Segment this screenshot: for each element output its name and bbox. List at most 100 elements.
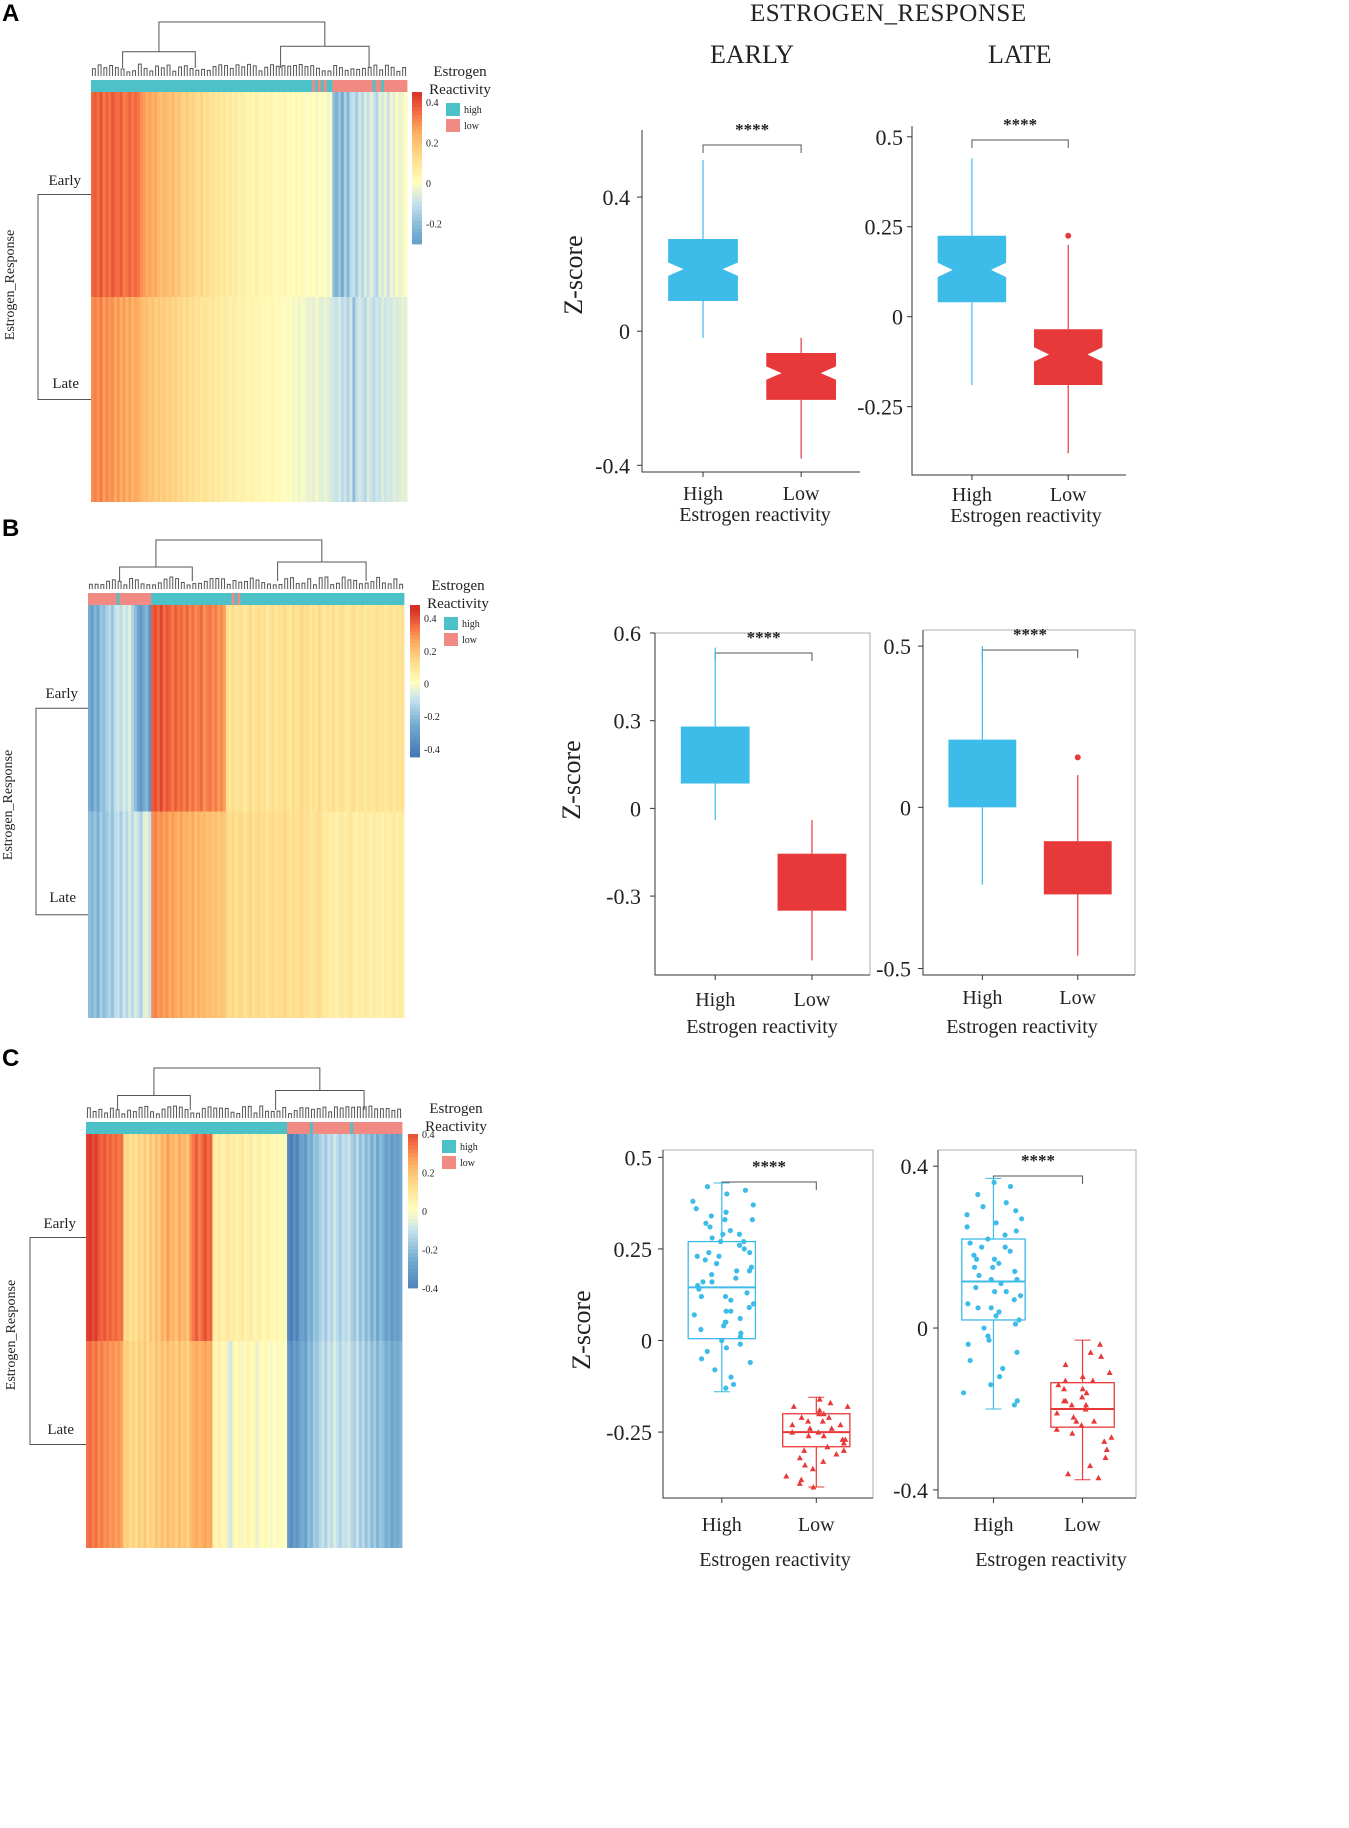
- dendrogram-root: [155, 539, 323, 567]
- annotation-cell: [386, 593, 391, 605]
- annotation-cell: [125, 593, 129, 605]
- heat-cell-late: [162, 297, 167, 502]
- heat-cell-early: [338, 92, 342, 297]
- colorbar-tick-label: 0.2: [422, 1169, 435, 1180]
- heat-cell-early: [315, 1134, 320, 1341]
- dendrogram-branch: [304, 66, 309, 76]
- annotation-cell: [169, 1122, 173, 1134]
- annotation-cell: [271, 80, 276, 92]
- axis-lines: [922, 630, 1135, 976]
- heat-cell-early: [211, 92, 215, 297]
- heat-cell-late: [269, 297, 273, 502]
- annotation-cell: [372, 593, 376, 605]
- annotation-cell: [366, 593, 370, 605]
- heat-cell-late: [324, 1341, 328, 1548]
- annotation-cell: [381, 593, 385, 605]
- heat-cell-late: [185, 297, 190, 502]
- annotation-cell: [96, 593, 100, 605]
- annotation-cell: [395, 80, 399, 92]
- colorbar-tick-label: 0.4: [426, 98, 439, 109]
- heat-cell-early: [177, 1134, 182, 1341]
- annotation-cell: [257, 593, 261, 605]
- annotation-cell: [287, 1122, 291, 1134]
- heat-cell-late: [117, 1341, 121, 1548]
- annotation-cell: [194, 80, 198, 92]
- heat-cell-late: [379, 1341, 383, 1548]
- heat-cell-early: [137, 1134, 141, 1341]
- heat-cell-late: [157, 297, 161, 502]
- heat-cell-late: [86, 1341, 90, 1548]
- dendrogram-root: [158, 21, 326, 52]
- annotation-cell: [235, 1122, 239, 1134]
- heat-cell-late: [88, 1341, 93, 1548]
- annotation-cell: [269, 80, 273, 92]
- colorbar-step: [412, 168, 422, 173]
- annotation-cell: [355, 80, 359, 92]
- heat-cell-early: [110, 605, 115, 812]
- jitter-point-high: [730, 1381, 737, 1388]
- jitter-point-high: [967, 1357, 973, 1364]
- jitter-point-low: [1102, 1454, 1109, 1461]
- annotation-cell: [154, 593, 158, 605]
- annotation-cell: [105, 80, 109, 92]
- jitter-point-high: [975, 1191, 981, 1198]
- heat-cell-early: [246, 1134, 251, 1341]
- annotation-cell: [226, 1122, 231, 1134]
- heat-cell-late: [211, 297, 215, 502]
- heat-cell-late: [108, 297, 112, 502]
- heat-cell-late: [274, 811, 278, 1018]
- heat-cell-early: [289, 605, 293, 812]
- heat-cell-early: [352, 605, 356, 812]
- annotation-cell: [90, 593, 95, 605]
- heat-cell-early: [399, 1134, 403, 1341]
- colorbar-tick-label: 0.4: [424, 614, 437, 625]
- annotation-cell: [330, 1122, 334, 1134]
- heat-cell-late: [367, 1341, 371, 1548]
- heat-cell-late: [306, 811, 310, 1018]
- heat-cell-early: [375, 92, 379, 297]
- colorbar-step: [408, 1207, 418, 1212]
- jitter-point-low: [1070, 1414, 1077, 1420]
- dendrogram-branch: [373, 64, 378, 76]
- colorbar-step: [412, 183, 422, 188]
- colorbar-step: [408, 1141, 418, 1146]
- heat-cell-early: [240, 92, 244, 297]
- heat-cell-early: [383, 605, 388, 812]
- dendrogram-branch: [209, 578, 214, 589]
- annotation-cell: [203, 80, 207, 92]
- dendrogram-branch: [333, 1106, 338, 1118]
- heat-cell-late: [315, 1341, 320, 1548]
- heat-cell-early: [289, 1134, 294, 1341]
- annotation-cell: [159, 80, 164, 92]
- annotation-cell: [404, 80, 408, 92]
- heat-cell-late: [343, 297, 348, 502]
- annotation-cell: [142, 593, 146, 605]
- heat-cell-early: [346, 605, 350, 812]
- heat-cell-early: [343, 92, 348, 297]
- heat-cell-early: [379, 1134, 383, 1341]
- heat-cell-late: [244, 1341, 248, 1548]
- annotation-cell: [119, 80, 123, 92]
- annotation-cell: [91, 1122, 96, 1134]
- heat-cell-early: [337, 605, 342, 812]
- colorbar-step: [410, 696, 420, 701]
- heat-cell-late: [122, 811, 126, 1018]
- jitter-point-high: [749, 1217, 755, 1223]
- dendrogram-branch: [391, 1109, 396, 1118]
- heat-cell-late: [165, 811, 169, 1018]
- column-dendrogram: [91, 21, 407, 76]
- heat-cell-late: [257, 811, 261, 1018]
- colorbar-step: [412, 103, 422, 108]
- annotation-cell: [122, 593, 126, 605]
- heat-cell-early: [188, 605, 192, 812]
- heat-cell-late: [206, 1341, 210, 1548]
- heat-cell-early: [208, 605, 212, 812]
- row-dendrogram: [35, 707, 88, 916]
- jitter-point-high: [1017, 1293, 1024, 1299]
- heat-cell-early: [220, 605, 224, 812]
- jitter-point-high: [991, 1179, 997, 1185]
- heat-cell-early: [180, 92, 184, 297]
- colorbar-step: [410, 665, 420, 670]
- heat-cell-early: [324, 1134, 328, 1341]
- heat-cell-late: [346, 297, 350, 502]
